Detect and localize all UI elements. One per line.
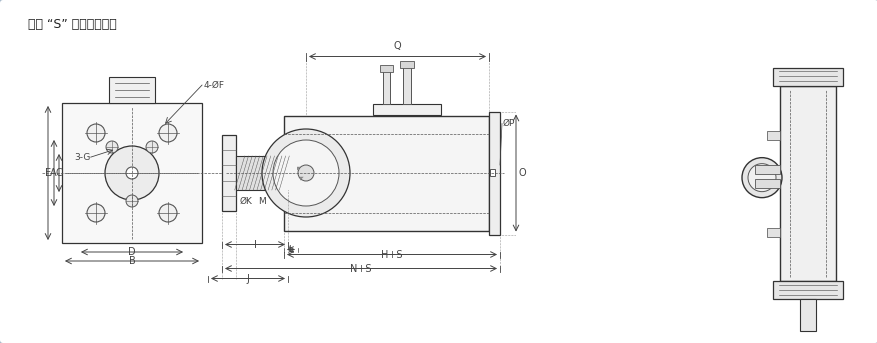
Text: M: M: [258, 197, 266, 206]
Bar: [222, 135, 236, 211]
Circle shape: [273, 140, 339, 206]
Bar: [403, 62, 410, 105]
Circle shape: [159, 204, 177, 222]
Bar: [766, 131, 779, 140]
Text: I: I: [253, 239, 256, 249]
Bar: [400, 60, 414, 68]
Bar: [382, 67, 389, 105]
Text: 注： “S” 為罸的總行程: 注： “S” 為罸的總行程: [28, 18, 117, 31]
Text: 3-G: 3-G: [74, 154, 90, 163]
Bar: [236, 156, 288, 190]
Text: 4-ØF: 4-ØF: [203, 81, 225, 90]
Bar: [109, 77, 155, 103]
Circle shape: [105, 146, 159, 200]
Circle shape: [106, 141, 118, 153]
Circle shape: [146, 141, 158, 153]
Bar: [283, 116, 488, 230]
Bar: [380, 64, 393, 71]
Text: B: B: [128, 256, 135, 266]
Text: E: E: [45, 168, 51, 178]
Text: H+S: H+S: [381, 249, 403, 260]
Text: O: O: [518, 168, 526, 178]
Text: J: J: [246, 273, 249, 284]
Bar: [799, 299, 815, 331]
Text: C: C: [55, 168, 62, 178]
Circle shape: [741, 158, 781, 198]
Text: Q: Q: [393, 42, 401, 51]
Text: ØP: ØP: [503, 119, 515, 128]
Circle shape: [297, 165, 314, 181]
Bar: [373, 105, 440, 116]
Text: D: D: [128, 247, 136, 257]
Circle shape: [87, 124, 105, 142]
Text: ◤: ◤: [296, 165, 301, 170]
Text: ØK: ØK: [239, 197, 253, 206]
Text: L: L: [289, 245, 293, 253]
Circle shape: [126, 167, 138, 179]
Circle shape: [159, 124, 177, 142]
Bar: [772, 281, 842, 299]
Text: A: A: [50, 168, 57, 178]
Text: ◤: ◤: [300, 175, 303, 180]
Bar: [62, 103, 202, 243]
Bar: [489, 169, 495, 177]
Bar: [488, 111, 499, 235]
Circle shape: [87, 204, 105, 222]
Bar: [772, 68, 842, 86]
Bar: [766, 228, 779, 237]
Circle shape: [126, 195, 138, 207]
Bar: [779, 86, 835, 281]
Text: N+S: N+S: [350, 263, 371, 273]
Bar: [754, 179, 779, 188]
Circle shape: [747, 164, 775, 192]
Bar: [754, 165, 779, 174]
Circle shape: [261, 129, 350, 217]
